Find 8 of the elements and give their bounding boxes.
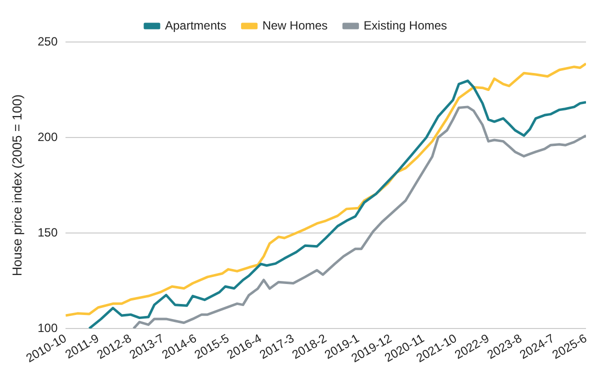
y-tick-label: 150 <box>38 225 58 240</box>
y-tick-label: 100 <box>38 320 58 335</box>
y-tick-label: 250 <box>38 34 58 48</box>
legend-label: Apartments <box>164 18 226 32</box>
legend-label: Existing Homes <box>364 18 448 32</box>
y-axis-title: House price index (2005 = 100) <box>9 94 24 276</box>
y-tick-label: 200 <box>38 130 58 144</box>
legend-label: New Homes <box>262 18 328 32</box>
